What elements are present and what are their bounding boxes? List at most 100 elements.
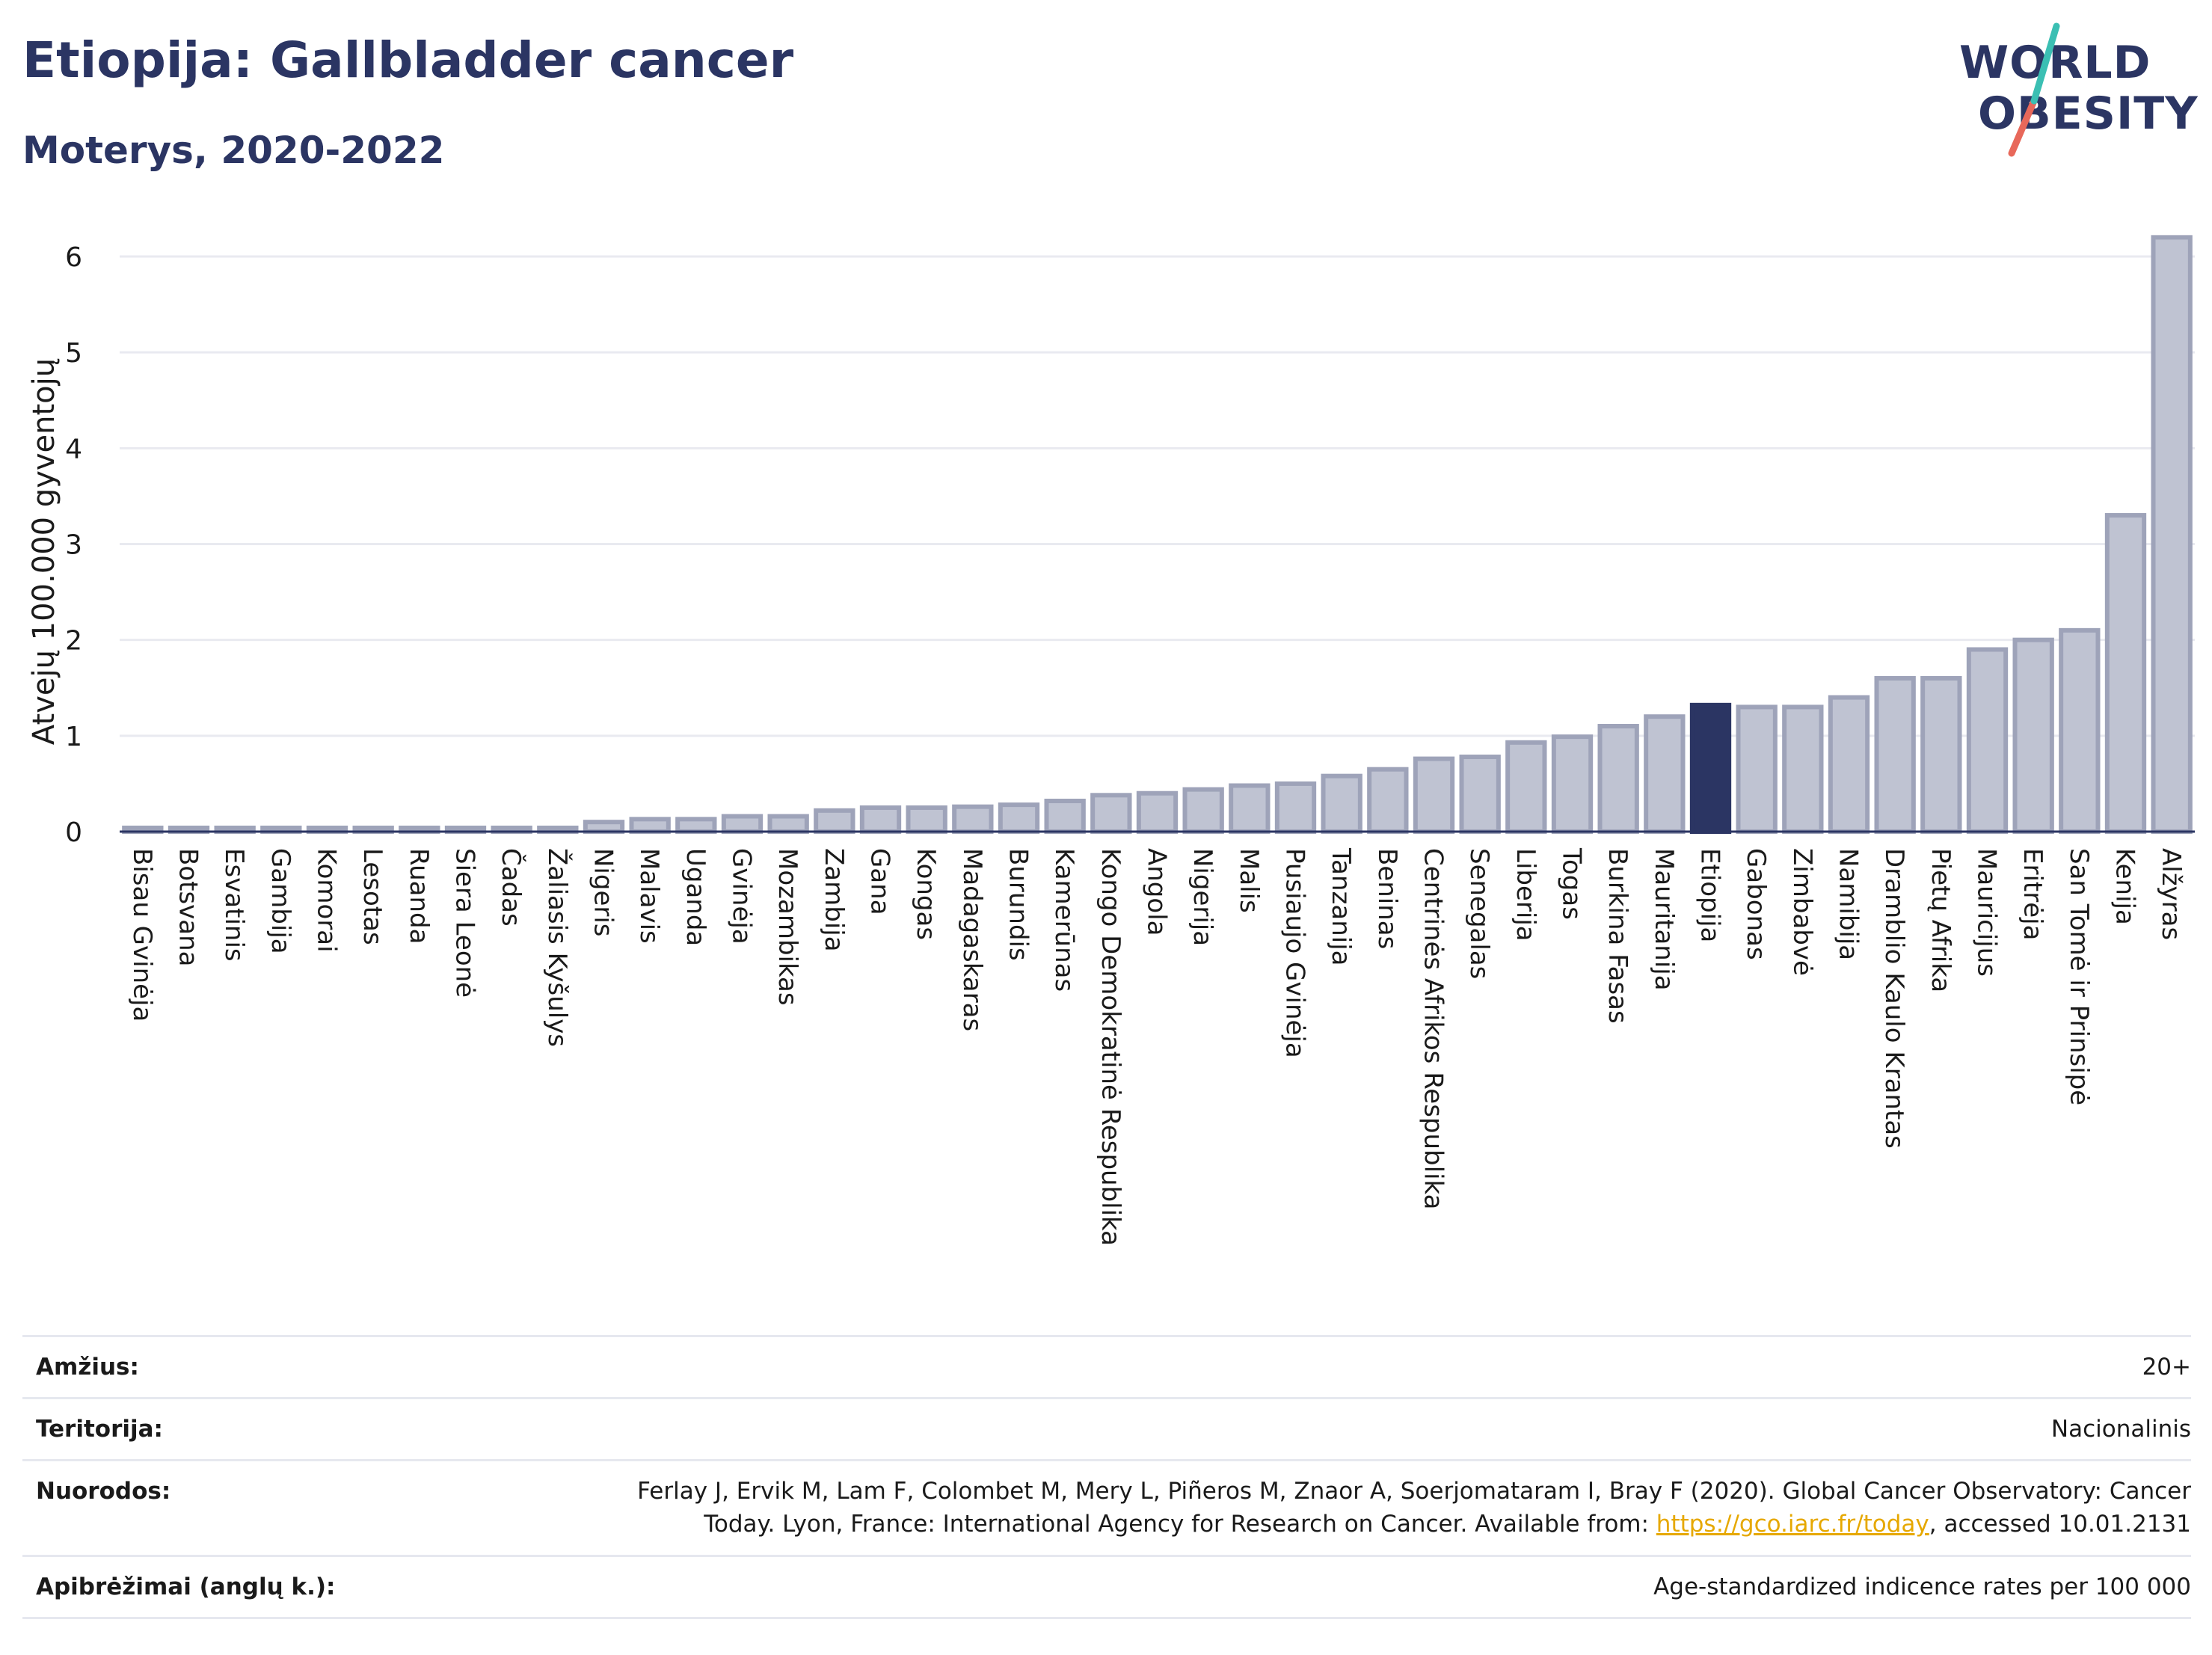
references-line-2: Today. Lyon, France: International Agenc… [704, 1511, 1656, 1538]
x-tick-label: Liberija [1511, 848, 1540, 942]
bar [1367, 767, 1409, 834]
x-tick-label: Ruanda [404, 848, 434, 944]
bar-chart: 0 1 2 3 4 5 6 Atvejų 100.000 gyventojų Bisau Gvi… [27, 235, 2195, 1246]
age-label: Amžius: [36, 1354, 139, 1381]
bar [1736, 704, 1778, 835]
logo-line-2: OBESITY [1978, 87, 2199, 140]
references-label: Nuorodos: [36, 1478, 171, 1505]
definitions-value: Age-standardized indicence rates per 100… [1653, 1573, 2191, 1600]
bar [998, 802, 1040, 834]
bar [583, 820, 625, 835]
references-value: Ferlay J, Ervik M, Lam F, Colombet M, Me… [637, 1475, 2191, 1541]
chart-title: Etiopija: Gallbladder cancer [22, 31, 794, 89]
x-tick-label: Bisau Gvinėja [127, 848, 157, 1022]
territory-label: Teritorija: [36, 1416, 163, 1443]
references-line-1: Ferlay J, Ervik M, Lam F, Colombet M, Me… [637, 1478, 2191, 1505]
logo-slash-icon [2008, 22, 2060, 157]
x-tick-label: Pietų Afrika [1926, 848, 1956, 992]
x-tick-label: Eritrėja [2018, 848, 2047, 940]
bar [629, 817, 671, 835]
x-tick-label: Žaliasis Kyšulys [542, 848, 573, 1047]
x-tick-label: Tanzanija [1326, 847, 1356, 965]
y-tick-label: 0 [65, 817, 82, 848]
bar [1828, 695, 1870, 834]
x-tick-label: Togas [1557, 847, 1587, 920]
bar [2104, 513, 2147, 834]
bar [814, 808, 855, 835]
bar [767, 814, 809, 834]
references-accessed: , accessed 10.01.2131 [1929, 1511, 2191, 1538]
bar [859, 805, 902, 835]
x-tick-label: Malavis [634, 848, 664, 944]
x-tick-label: Etiopija [1695, 848, 1725, 942]
bar [1044, 798, 1086, 835]
y-tick-label: 1 [65, 722, 82, 752]
y-tick-label: 5 [65, 338, 82, 369]
x-tick-label: Gvinėja [727, 848, 757, 945]
x-tick-label: Alžyras [2156, 848, 2186, 940]
x-tick-label: Centrinės Afrikos Respublika [1419, 848, 1448, 1209]
bar [1229, 783, 1271, 834]
age-value: 20+ [2142, 1354, 2191, 1381]
info-row-age: Amžius: 20+ [22, 1335, 2191, 1397]
x-tick-label: Gabonas [1741, 848, 1771, 960]
bar [2059, 627, 2101, 834]
bar [1920, 675, 1962, 835]
bar [675, 817, 717, 835]
x-tick-label: Komorai [312, 848, 342, 953]
x-tick-label: Esvatinis [219, 848, 249, 962]
logo-line-1: WORLD [1959, 37, 2151, 89]
info-row-references: Nuorodos: Ferlay J, Ervik M, Lam F, Colo… [22, 1459, 2191, 1555]
x-tick-label: Namibija [1834, 848, 1864, 960]
x-tick-label: Uganda [681, 848, 710, 946]
x-tick-label: Pusiaujo Gvinėja [1280, 848, 1310, 1058]
x-tick-label: Senegalas [1464, 848, 1494, 979]
x-tick-label: Mozambikas [772, 848, 802, 1006]
x-tick-label: Mauritanija [1649, 848, 1679, 991]
x-tick-label: Beninas [1372, 848, 1402, 949]
bar [1597, 724, 1639, 834]
y-tick-label: 2 [65, 626, 82, 657]
bar [721, 814, 764, 834]
references-link[interactable]: https://gco.iarc.fr/today [1656, 1511, 1929, 1538]
y-tick-label: 6 [65, 242, 82, 273]
territory-value: Nacionalinis [2050, 1416, 2191, 1443]
x-tick-label: Gambija [265, 848, 295, 954]
info-table: Amžius: 20+ Teritorija: Nacionalinis Nuo… [22, 1335, 2191, 1619]
x-tick-label: Gana [865, 848, 895, 915]
x-tick-label: Nigeris [589, 848, 618, 937]
x-tick-label: Siera Leonė [450, 848, 480, 998]
bar [1182, 787, 1224, 835]
x-tick-label: Dramblio Kaulo Krantas [1879, 848, 1909, 1149]
world-obesity-logo: WORLD OBESITY [1944, 19, 2199, 161]
x-tick-label: Čadas [496, 848, 526, 927]
x-tick-label: Malis [1234, 848, 1264, 913]
bar [1459, 755, 1501, 835]
bar [1689, 702, 1732, 834]
x-tick-label: Botsvana [173, 848, 203, 967]
x-tick-label: Kenija [2110, 848, 2140, 925]
y-axis-label: Atvejų 100.000 gyventojų [27, 358, 61, 745]
x-tick-label: Kongas [911, 848, 941, 940]
x-tick-label: Nigerija [1188, 848, 1217, 946]
y-tick-label: 3 [65, 530, 82, 561]
bar [1413, 756, 1455, 834]
bar [906, 805, 947, 835]
y-tick-label: 4 [65, 434, 82, 464]
x-tick-label: Angola [1142, 848, 1172, 936]
bar [1505, 740, 1547, 834]
bar [1136, 790, 1179, 834]
x-tick-label: Kamerūnas [1049, 848, 1079, 992]
bar [952, 804, 994, 834]
bar [1321, 773, 1362, 834]
x-tick-label: Madagaskaras [957, 848, 987, 1031]
info-row-territory: Teritorija: Nacionalinis [22, 1397, 2191, 1459]
bar [2151, 235, 2193, 835]
bar [1274, 781, 1317, 834]
bar [2012, 637, 2054, 835]
bar [1874, 675, 1916, 835]
bar [1551, 734, 1594, 834]
bar [1644, 714, 1686, 835]
info-row-definitions: Apibrėžimai (anglų k.): Age-standardized… [22, 1555, 2191, 1619]
x-tick-label: Burundis [1004, 848, 1033, 961]
